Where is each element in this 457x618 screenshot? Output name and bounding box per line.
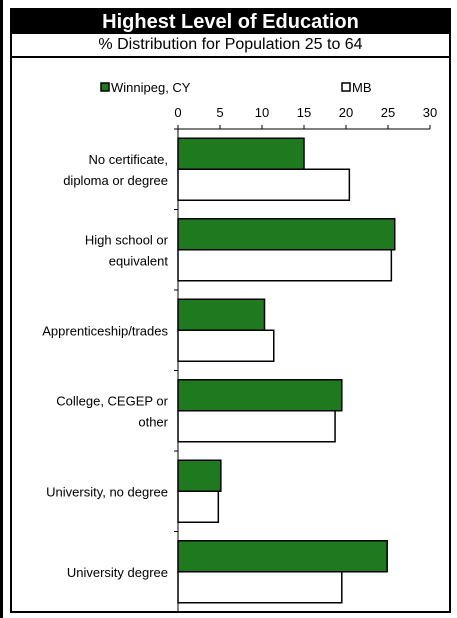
bar — [177, 137, 305, 170]
x-tick-label: 5 — [216, 105, 223, 120]
x-tick-label: 20 — [339, 105, 353, 120]
bar — [177, 329, 275, 362]
left-edge-strip — [0, 0, 3, 618]
category-label: No certificate, — [89, 152, 168, 167]
bar — [177, 410, 336, 443]
bar — [177, 379, 343, 412]
category-label: other — [138, 414, 168, 429]
bar — [177, 249, 393, 282]
legend-swatch — [341, 82, 351, 92]
bar — [177, 490, 220, 523]
bar — [177, 571, 343, 604]
bar — [177, 218, 396, 251]
legend-swatch — [100, 82, 110, 92]
bar — [177, 540, 388, 573]
category-label: Apprenticeship/trades — [42, 323, 168, 338]
chart-subtitle: % Distribution for Population 25 to 64 — [12, 34, 449, 58]
legend-label: Winnipeg, CY — [111, 80, 191, 95]
bar — [177, 459, 222, 492]
category-label: University degree — [67, 565, 168, 580]
category-label: equivalent — [109, 253, 169, 268]
bar — [177, 168, 351, 201]
category-label: High school or — [85, 232, 169, 247]
x-tick-label: 30 — [423, 105, 437, 120]
legend-label: MB — [352, 80, 372, 95]
category-label: College, CEGEP or — [56, 393, 168, 408]
x-tick-label: 0 — [174, 105, 181, 120]
x-tick-label: 10 — [255, 105, 269, 120]
bar — [177, 298, 266, 331]
category-label: University, no degree — [46, 484, 168, 499]
chart-title: Highest Level of Education — [12, 10, 449, 34]
category-label: diploma or degree — [63, 173, 168, 188]
x-tick-label: 15 — [297, 105, 311, 120]
x-tick-label: 25 — [381, 105, 395, 120]
